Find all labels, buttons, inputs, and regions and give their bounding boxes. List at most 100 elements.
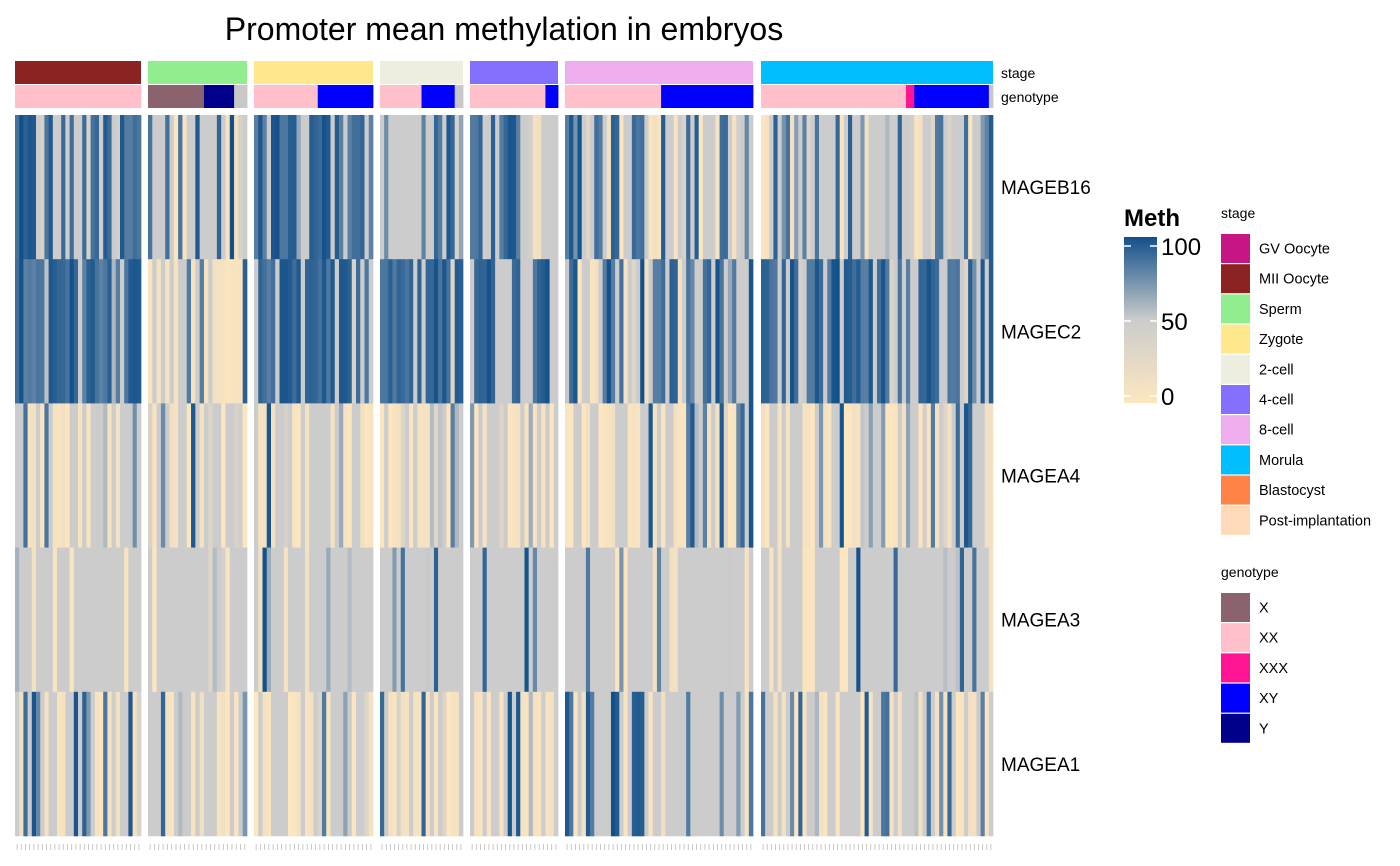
heatmap-cell xyxy=(296,691,302,837)
heatmap-cell xyxy=(827,115,832,260)
heatmap-cell xyxy=(631,691,637,837)
heatmap-cell xyxy=(585,403,591,548)
heatmap-cell xyxy=(446,115,451,260)
heatmap-cell xyxy=(877,403,882,548)
heatmap-cell xyxy=(930,259,936,404)
heatmap-cell xyxy=(740,547,745,693)
heatmap-cell xyxy=(673,403,679,548)
heatmap-cell xyxy=(160,547,166,693)
heatmap-cell xyxy=(707,691,712,837)
heatmap-cell xyxy=(454,259,460,404)
heatmap-cell xyxy=(203,547,209,693)
heatmap-cell xyxy=(810,259,816,404)
heatmap-cell xyxy=(901,403,907,548)
genotype-annotation-xy xyxy=(914,85,990,108)
heatmap-cell xyxy=(380,403,385,548)
heatmap-cell xyxy=(413,691,418,837)
heatmap-cell xyxy=(835,547,841,693)
heatmap-cell xyxy=(254,547,259,693)
heatmap-cell xyxy=(565,691,570,837)
heatmap-cell xyxy=(305,691,310,837)
heatmap-cell xyxy=(57,691,62,837)
heatmap-cell xyxy=(199,403,205,548)
heatmap-cell xyxy=(279,259,285,404)
heatmap-cell xyxy=(577,403,583,548)
heatmap-cell xyxy=(474,403,479,548)
heatmap-cell xyxy=(569,259,574,404)
heatmap-cell xyxy=(910,259,915,404)
heatmap-cell xyxy=(636,691,641,837)
heatmap-cell xyxy=(964,547,969,693)
heatmap-cell xyxy=(279,403,285,548)
heatmap-cell xyxy=(835,259,841,404)
heatmap-cell xyxy=(486,115,492,260)
heatmap-cell xyxy=(156,403,162,548)
heatmap-cell xyxy=(425,115,431,260)
genotype-annotation-xx xyxy=(380,85,422,108)
heatmap-cell xyxy=(652,259,658,404)
heatmap-cell xyxy=(450,259,456,404)
heatmap-cell xyxy=(893,547,899,693)
heatmap-cell xyxy=(698,691,704,837)
heatmap-cell xyxy=(317,259,323,404)
heatmap-cell xyxy=(573,547,578,693)
heatmap-cell xyxy=(581,547,587,693)
heatmap-cell xyxy=(648,259,654,404)
heatmap-cell xyxy=(44,403,49,548)
heatmap-cell xyxy=(124,691,129,837)
heatmap-cell xyxy=(590,259,595,404)
heatmap-cell xyxy=(178,259,183,404)
heatmap-cell xyxy=(881,547,886,693)
heatmap-cell xyxy=(132,547,138,693)
heatmap-cell xyxy=(631,259,637,404)
heatmap-cell xyxy=(516,403,521,548)
genotype-annotation-xy xyxy=(421,85,456,108)
heatmap-cell xyxy=(242,403,248,548)
heatmap-cell xyxy=(384,115,389,260)
heatmap-cell xyxy=(48,115,54,260)
heatmap-cell xyxy=(309,547,314,693)
heatmap-cell xyxy=(943,115,948,260)
heatmap-cell xyxy=(590,691,595,837)
heatmap-cell xyxy=(499,547,504,693)
heatmap-cell xyxy=(901,259,907,404)
heatmap-cell xyxy=(178,403,183,548)
heatmap-cell xyxy=(384,259,389,404)
heatmap-cell xyxy=(262,547,268,693)
heatmap-cell xyxy=(781,691,787,837)
heatmap-cell xyxy=(673,691,679,837)
heatmap-cell xyxy=(823,115,828,260)
heatmap-cell xyxy=(57,403,62,548)
heatmap-cell xyxy=(208,259,213,404)
heatmap-cell xyxy=(702,403,708,548)
heatmap-cell xyxy=(27,115,33,260)
heatmap-cell xyxy=(360,691,365,837)
heatmap-cell xyxy=(640,115,645,260)
heatmap-cell xyxy=(922,403,928,548)
heatmap-cell xyxy=(148,691,153,837)
heatmap-cell xyxy=(964,403,969,548)
heatmap-cell xyxy=(549,115,555,260)
heatmap-cell xyxy=(61,691,66,837)
heatmap-cell xyxy=(769,691,774,837)
heatmap-cell xyxy=(631,547,637,693)
heatmap-cell xyxy=(532,115,538,260)
heatmap-cell xyxy=(619,259,624,404)
heatmap-cell xyxy=(73,259,79,404)
heatmap-cell xyxy=(881,259,886,404)
heatmap-cell xyxy=(229,691,235,837)
heatmap-cell xyxy=(777,547,783,693)
heatmap-cell xyxy=(897,259,903,404)
heatmap-cell xyxy=(736,403,741,548)
heatmap-cell xyxy=(631,115,637,260)
heatmap-cell xyxy=(848,403,853,548)
heatmap-cell xyxy=(124,259,129,404)
heatmap-cell xyxy=(644,691,649,837)
heatmap-cell xyxy=(326,403,331,548)
heatmap-cell xyxy=(48,403,54,548)
heatmap-cell xyxy=(785,547,791,693)
meth-tick-label: 50 xyxy=(1161,309,1188,336)
heatmap-cell xyxy=(421,547,426,693)
heatmap-cell xyxy=(947,115,952,260)
heatmap-cell xyxy=(503,403,509,548)
